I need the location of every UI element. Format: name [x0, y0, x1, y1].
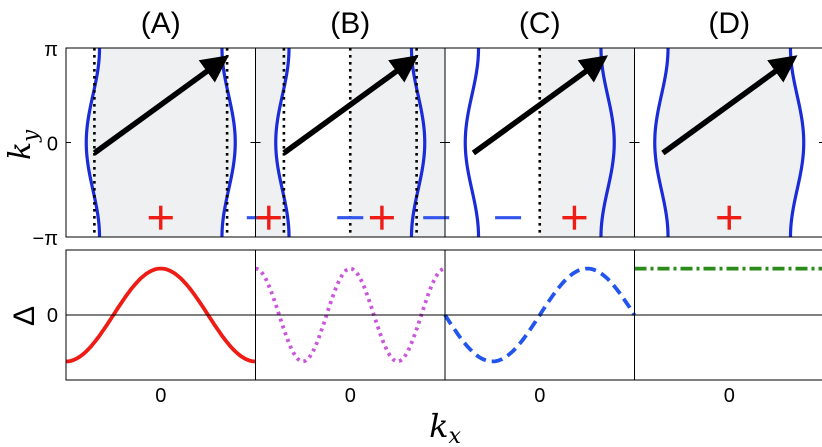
panel-label-4: (D)	[708, 7, 750, 40]
xtick-label-4: 0	[724, 385, 735, 407]
fermi-surface-left-1	[84, 47, 102, 238]
nesting-vector-2	[282, 55, 419, 156]
shaded-region-3	[539, 48, 635, 237]
shaded-region-2-middle	[350, 48, 425, 237]
panel-label-1: (A)	[141, 7, 181, 40]
fermi-surface-left-2	[274, 47, 291, 238]
xtick-label-3: 0	[534, 385, 545, 407]
ytick-label-2: 0	[47, 134, 58, 156]
ytick-label-3: −π	[33, 228, 58, 250]
shading-layer	[86, 48, 804, 237]
delta-ytick-label: 0	[47, 305, 58, 327]
xlabel-kx: kx	[429, 407, 461, 447]
nesting-vector-1	[92, 55, 230, 156]
ylabel-ky: ky	[3, 129, 42, 160]
xlabel-kx-sub: x	[448, 424, 461, 447]
nesting-vector-3	[471, 55, 609, 156]
plus-sign-2-1	[256, 205, 281, 230]
plus-sign-2-2	[369, 205, 394, 230]
plus-sign-3-1	[562, 205, 587, 230]
ylabel-delta: Δ	[8, 306, 41, 326]
ytick-label-1: π	[44, 39, 58, 61]
ylabel-ky-main: k	[3, 142, 38, 160]
fermi-surface-left-4	[653, 47, 670, 238]
plus-sign-4-1	[717, 205, 742, 230]
xtick-label-1: 0	[155, 385, 166, 407]
panel-label-2: (B)	[330, 7, 370, 40]
nesting-vector-4	[661, 55, 798, 156]
xlabel-kx-main: k	[429, 407, 448, 445]
shaded-region-4	[654, 48, 804, 237]
shaded-region-1	[86, 48, 236, 237]
fermi-surface-left-3	[463, 47, 481, 238]
xtick-label-2: 0	[345, 385, 356, 407]
panel-label-3: (C)	[519, 7, 561, 40]
shaded-region-2-left	[255, 48, 290, 237]
gap-curve-1	[66, 266, 256, 364]
plus-sign-1-1	[148, 205, 173, 230]
shaded-region-2-right	[411, 48, 445, 237]
frames-layer	[65, 47, 822, 381]
ylabel-ky-sub: y	[18, 129, 42, 143]
